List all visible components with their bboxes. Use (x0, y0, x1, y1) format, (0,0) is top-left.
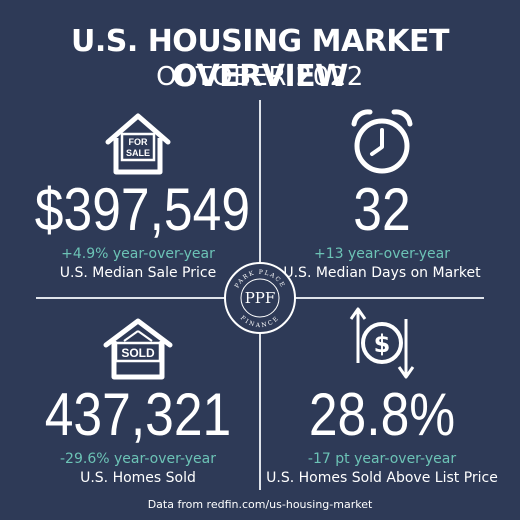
median-sale-price-label: U.S. Median Sale Price (59, 265, 217, 281)
data-source-footer: Data from redfin.com/us-housing-market (147, 498, 373, 511)
sold-sign-text: SOLD (121, 346, 155, 360)
stat-homes-sold: SOLD 437,321 -29.6% year-over-year U.S. … (18, 305, 258, 486)
page-subtitle: OCTOBER 2022 (156, 62, 364, 92)
above-list-value: 28.8% (308, 381, 456, 448)
stat-above-list-price: $ 28.8% -17 pt year-over-year U.S. Homes… (262, 305, 502, 486)
dollar-arrows-icon: $ (349, 307, 415, 379)
median-days-label: U.S. Median Days on Market (283, 265, 481, 281)
homes-sold-value: 437,321 (44, 381, 232, 448)
median-sale-price-change: +4.9% year-over-year (61, 246, 215, 262)
above-list-change: -17 pt year-over-year (307, 451, 457, 467)
median-days-value: 32 (353, 176, 411, 243)
alarm-clock-icon (351, 109, 413, 174)
for-sale-house-icon: FOR SALE (105, 113, 171, 175)
for-sale-sign-line1: FOR (129, 137, 148, 147)
logo-monogram: PPF (245, 289, 276, 307)
median-sale-price-value: $397,549 (34, 176, 251, 243)
svg-text:$: $ (374, 330, 391, 358)
homes-sold-label: U.S. Homes Sold (80, 470, 196, 486)
park-place-finance-logo: PARK PLACE FINANCE PPF (224, 262, 296, 334)
above-list-label: U.S. Homes Sold Above List Price (266, 470, 498, 486)
page-title: U.S. HOUSING MARKET OVERVIEW (71, 24, 450, 94)
median-days-change: +13 year-over-year (313, 246, 450, 262)
stat-median-sale-price: FOR SALE $397,549 +4.9% year-over-year U… (18, 100, 258, 281)
stat-median-days-on-market: 32 +13 year-over-year U.S. Median Days o… (262, 100, 502, 281)
homes-sold-change: -29.6% year-over-year (60, 451, 216, 467)
for-sale-sign-line2: SALE (126, 148, 150, 158)
sold-house-icon: SOLD (103, 318, 173, 380)
